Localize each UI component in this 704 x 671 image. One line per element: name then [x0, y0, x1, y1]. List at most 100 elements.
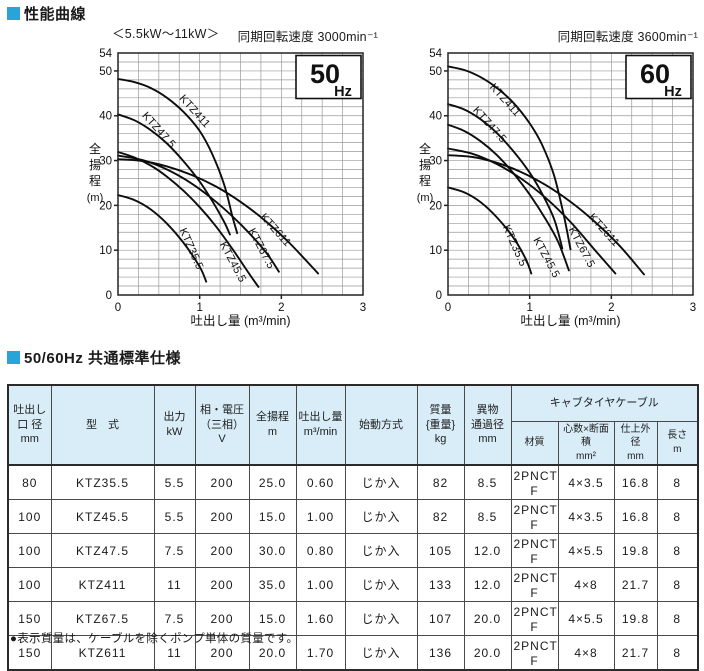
spec-cell: 8: [656, 635, 699, 671]
spec-cable-subheader-3: 長さ m: [656, 420, 699, 466]
spec-cell: 8.5: [463, 464, 512, 500]
spec-cell: 25.0: [248, 464, 297, 500]
spec-row-KTZ411: 100KTZ4111120035.01.00じか入13312.02PNCT・F4…: [7, 567, 699, 602]
spec-cell: 150: [7, 601, 52, 636]
spec-cell: 1.60: [295, 601, 346, 636]
spec-cell: 8: [656, 533, 699, 568]
spec-cell: 8: [656, 567, 699, 602]
sync-speed-label-50hz: 同期回転速度 3000min⁻¹: [66, 26, 378, 45]
curve-KTZ35.5: [447, 186, 533, 275]
spec-cell: 4×8: [557, 635, 615, 671]
spec-cell: 100: [7, 567, 52, 602]
spec-cell: 82: [416, 499, 465, 534]
blue-square-icon: [7, 7, 20, 20]
y-axis-label: 程: [89, 173, 101, 188]
spec-cell: 1.00: [295, 567, 346, 602]
y-tick-label: 30: [99, 156, 112, 168]
spec-row-KTZ67.5: 150KTZ67.57.520015.01.60じか入10720.02PNCT・…: [7, 601, 699, 636]
spec-cell: 200: [194, 464, 250, 500]
spec-cell: 2PNCT・F: [510, 499, 559, 534]
x-tick-label: 2: [608, 302, 614, 314]
spec-cell: じか入: [344, 567, 418, 602]
performance-title-text: 性能曲線: [24, 6, 87, 23]
spec-cell: 4×3.5: [557, 499, 615, 534]
hz-badge-value: 60: [640, 59, 670, 89]
hz-badge-unit: Hz: [664, 84, 682, 100]
y-tick-label: 54: [429, 48, 442, 60]
y-tick-label: 20: [99, 200, 112, 212]
spec-cell: KTZ47.5: [50, 533, 155, 568]
x-tick-label: 3: [690, 302, 696, 314]
spec-cell: 5.5: [153, 464, 196, 500]
spec-cell: 16.8: [613, 499, 658, 534]
spec-cell: 0.60: [295, 464, 346, 500]
y-axis-label: 揚: [89, 158, 101, 172]
spec-col-header-2: 出力 kW: [153, 384, 196, 466]
spec-cell: 20.0: [463, 635, 512, 671]
y-axis-label: 揚: [419, 158, 431, 172]
spec-col-header-3: 相・電圧 （三相） V: [194, 384, 250, 466]
spec-cell: 105: [416, 533, 465, 568]
spec-cell: 8: [656, 464, 699, 500]
spec-cell: 200: [194, 533, 250, 568]
hz-badge-unit: Hz: [334, 84, 352, 100]
x-tick-label: 3: [360, 302, 366, 314]
y-axis-label: 程: [419, 173, 431, 188]
spec-cable-subheader-0: 材質: [510, 420, 559, 466]
spec-cell: じか入: [344, 601, 418, 636]
y-tick-label: 10: [429, 245, 442, 257]
spec-cell: 133: [416, 567, 465, 602]
x-tick-label: 0: [445, 302, 451, 314]
y-tick-label: 40: [99, 111, 112, 123]
y-tick-label: 54: [99, 48, 112, 60]
y-tick-label: 20: [429, 200, 442, 212]
y-tick-label: 40: [429, 111, 442, 123]
curve-KTZ45.5: [117, 151, 260, 288]
spec-col-header-1: 型 式: [50, 384, 155, 466]
spec-col-header-0: 吐出し口 径 mm: [7, 384, 52, 466]
spec-row-KTZ35.5: 80KTZ35.55.520025.00.60じか入828.52PNCT・F4×…: [7, 464, 699, 500]
x-tick-label: 1: [196, 302, 202, 314]
y-tick-label: 0: [436, 290, 442, 302]
spec-cell: 21.7: [613, 635, 658, 671]
spec-cell: 2PNCT・F: [510, 635, 559, 671]
spec-cell: 21.7: [613, 567, 658, 602]
curve-KTZ35.5: [117, 194, 208, 283]
specs-title-text: 50/60Hz 共通標準仕様: [24, 350, 182, 367]
spec-table: 吐出し口 径 mm 型 式出力 kW 相・電圧 （三相） V 全揚程 m 吐出し量 m³/min 始動…: [7, 384, 700, 671]
curve-KTZ67.5: [447, 147, 617, 275]
spec-cell: 4×8: [557, 567, 615, 602]
spec-cell: じか入: [344, 499, 418, 534]
spec-cell: 15.0: [248, 601, 297, 636]
hz-badge-box: [295, 54, 362, 100]
x-tick-label: 0: [115, 302, 121, 314]
spec-col-header-5: 吐出し量 m³/min: [295, 384, 346, 466]
performance-section-title: 性能曲線: [7, 3, 86, 24]
y-axis-label: 全: [419, 141, 431, 156]
spec-col-header-8: 異物 通過径 mm: [463, 384, 512, 466]
spec-cell: 12.0: [463, 533, 512, 568]
spec-cell: 16.8: [613, 464, 658, 500]
curve-label-KTZ45.5: KTZ45.5: [217, 240, 248, 285]
curve-KTZ611: [117, 158, 320, 275]
plot-border: [447, 52, 694, 296]
spec-cell: 8: [656, 601, 699, 636]
y-tick-label: 30: [429, 156, 442, 168]
spec-header-cable-group: キャブタイヤケーブル: [510, 384, 699, 422]
curve-label-KTZ411: KTZ411: [487, 81, 523, 119]
curve-KTZ47.5: [117, 113, 231, 236]
spec-cell: 4×5.5: [557, 533, 615, 568]
spec-cell: 19.8: [613, 533, 658, 568]
hz-badge-box: [625, 54, 692, 100]
hz-badge-value: 50: [310, 59, 340, 89]
y-tick-label: 0: [106, 290, 112, 302]
spec-cell: KTZ35.5: [50, 464, 155, 500]
curve-label-KTZ45.5: KTZ45.5: [531, 235, 562, 280]
spec-cell: 5.5: [153, 499, 196, 534]
spec-cell: じか入: [344, 464, 418, 500]
spec-col-header-7: 質量 {重量} kg: [416, 384, 465, 466]
spec-cell: 8: [656, 499, 699, 534]
curve-KTZ611: [447, 154, 645, 276]
spec-cell: じか入: [344, 635, 418, 671]
spec-cell: 200: [194, 567, 250, 602]
